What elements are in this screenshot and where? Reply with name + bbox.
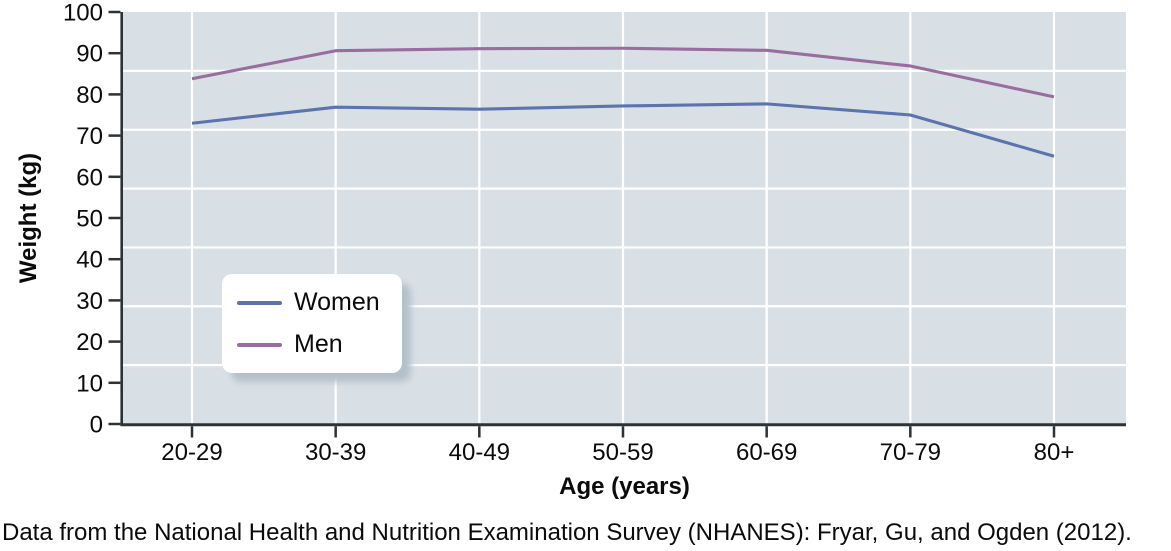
x-tick-label: 70-79 xyxy=(880,439,941,466)
y-axis-title: Weight (kg) xyxy=(15,152,42,284)
x-tick-label: 40-49 xyxy=(449,439,510,466)
x-tick-label: 30-39 xyxy=(305,439,366,466)
y-tick-label: 80 xyxy=(76,82,103,109)
x-tick-label: 50-59 xyxy=(592,439,653,466)
y-tick-label: 60 xyxy=(76,164,103,191)
women-line-swatch-icon xyxy=(237,300,282,305)
y-tick-label: 50 xyxy=(76,206,103,233)
y-tick-label: 30 xyxy=(76,288,103,315)
x-axis-title: Age (years) xyxy=(559,473,690,500)
y-tick-label: 20 xyxy=(76,329,103,356)
x-tick-label: 60-69 xyxy=(736,439,797,466)
x-tick-label: 20-29 xyxy=(161,439,222,466)
legend: Women Men xyxy=(222,274,402,373)
series-line-men xyxy=(191,46,1055,99)
legend-item-women: Women xyxy=(237,288,402,316)
legend-label-women: Women xyxy=(294,288,380,316)
legend-item-men: Men xyxy=(237,330,402,358)
series-line-women xyxy=(191,102,1055,158)
y-tick-label: 90 xyxy=(76,41,103,68)
y-tick-label: 40 xyxy=(76,247,103,274)
source-caption: Data from the National Health and Nutrit… xyxy=(2,519,1132,546)
y-tick-label: 0 xyxy=(90,412,103,439)
x-tick-label: 80+ xyxy=(1034,439,1075,466)
men-line-swatch-icon xyxy=(237,342,282,347)
line-chart: 0 10 20 30 40 50 60 70 80 90 100 20-29 30-39 40-49 50-… xyxy=(63,0,1126,466)
y-tick-label: 100 xyxy=(63,0,103,27)
y-tick-label: 10 xyxy=(76,370,103,397)
legend-label-men: Men xyxy=(294,330,343,358)
y-tick-label: 70 xyxy=(76,123,103,150)
